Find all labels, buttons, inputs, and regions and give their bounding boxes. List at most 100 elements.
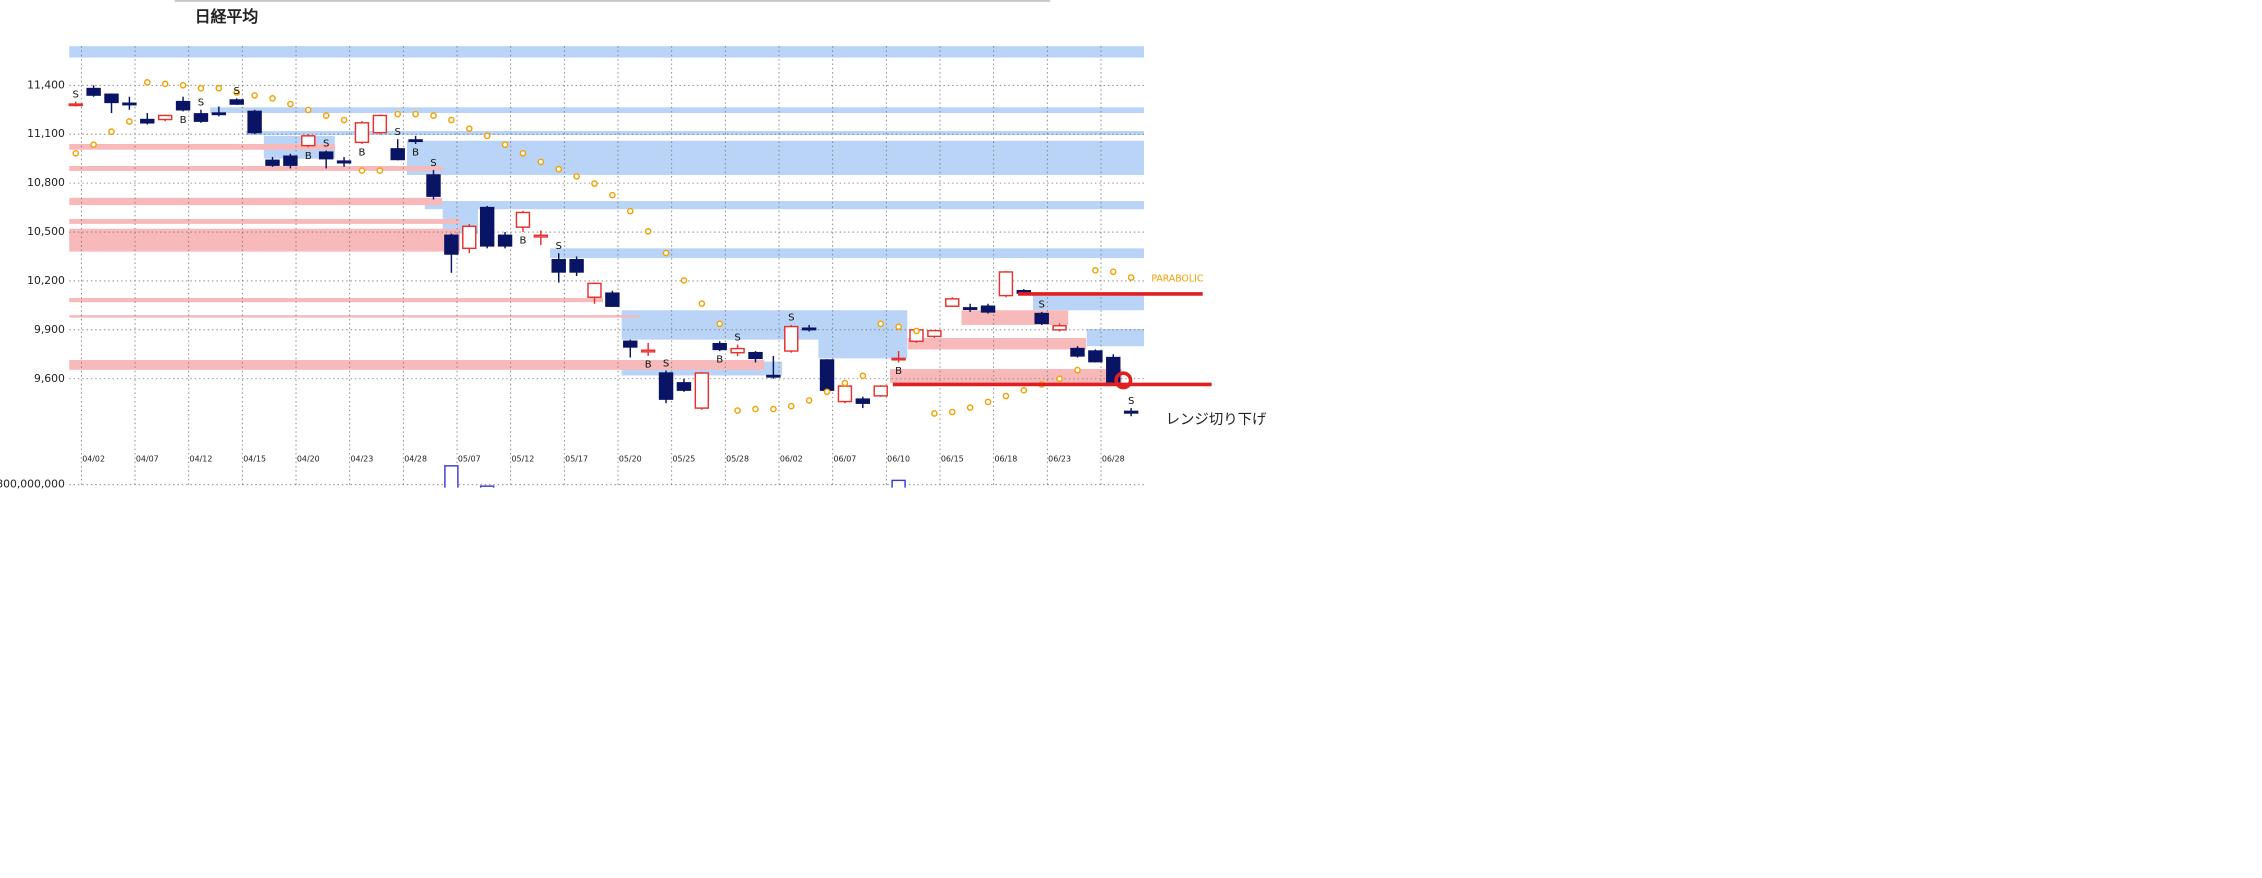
parabolic-dot	[108, 128, 115, 135]
parabolic-dot	[716, 320, 724, 328]
candle-body	[390, 148, 405, 161]
candle-body	[140, 118, 155, 124]
candle-body	[712, 342, 727, 351]
candle-body	[515, 211, 531, 228]
parabolic-dot	[251, 92, 258, 99]
level-band	[1033, 295, 1144, 311]
candle-body	[945, 298, 960, 307]
level-band	[69, 46, 1144, 58]
candle-body	[962, 307, 978, 310]
parabolic-dot	[340, 116, 348, 124]
candle-body	[462, 225, 477, 250]
signal-label: S	[395, 127, 401, 138]
parabolic-dot	[913, 327, 920, 335]
candle-body	[855, 398, 871, 404]
volume-bar	[479, 485, 495, 488]
x-tick-label: 06/15	[941, 454, 964, 463]
x-tick-label: 05/12	[512, 454, 535, 463]
candle-body	[927, 329, 942, 338]
level-band	[69, 360, 765, 370]
level-band	[621, 310, 908, 340]
level-band	[889, 368, 1122, 383]
parabolic-dot	[752, 405, 759, 413]
parabolic-dot	[644, 228, 652, 235]
x-tick-label: 05/07	[458, 454, 481, 463]
signal-label: S	[788, 313, 794, 324]
parabolic-dot	[448, 116, 455, 124]
candle-body	[479, 206, 495, 247]
parabolic-dot	[984, 398, 992, 406]
parabolic-dot	[555, 165, 563, 173]
level-band	[69, 143, 335, 150]
parabolic-dot	[197, 84, 205, 92]
candle-body	[265, 159, 280, 166]
parabolic-dot	[680, 277, 688, 284]
candle-body	[819, 359, 835, 391]
candle-body	[301, 135, 316, 147]
parabolic-dot	[430, 112, 437, 119]
candle-body	[86, 87, 101, 96]
candle-body	[551, 259, 566, 273]
parabolic-dot	[770, 405, 777, 413]
candle-body	[193, 113, 209, 122]
parabolic-dot	[787, 402, 795, 410]
x-tick-label: 04/12	[190, 454, 213, 463]
candle-body	[873, 385, 888, 397]
y-tick-label: 10,500	[27, 225, 65, 238]
parabolic-dot	[126, 118, 133, 125]
parabolic-dot	[662, 249, 670, 257]
signal-label: B	[180, 115, 187, 126]
signal-label: S	[556, 241, 562, 252]
parabolic-dot	[1127, 274, 1135, 281]
volume-bar	[891, 479, 906, 488]
parabolic-dot	[537, 158, 545, 166]
parabolic-dot	[501, 141, 509, 148]
candle-body	[748, 351, 763, 360]
x-tick-label: 06/02	[780, 454, 803, 463]
parabolic-dot	[931, 410, 938, 417]
x-tick-label: 06/18	[995, 454, 1018, 463]
parabolic-dot	[591, 180, 598, 187]
level-band	[69, 298, 604, 303]
candle-body	[640, 349, 656, 353]
candle-body	[175, 100, 191, 111]
level-band	[210, 107, 1144, 114]
x-tick-label: 04/23	[351, 454, 374, 463]
x-tick-label: 05/20	[619, 454, 642, 463]
signal-label: S	[323, 138, 329, 149]
signal-label: S	[430, 158, 436, 169]
parabolic-dot	[573, 173, 580, 180]
signal-label: S	[663, 358, 669, 369]
signal-label: B	[519, 236, 526, 247]
candle-body	[587, 282, 602, 298]
parabolic-dot	[394, 110, 402, 118]
candle-body	[1052, 325, 1067, 331]
signal-label: B	[358, 148, 365, 159]
level-band	[69, 166, 443, 171]
candle-body	[533, 234, 549, 238]
level-band	[69, 218, 461, 224]
level-band	[406, 140, 1144, 175]
candle-body	[247, 110, 262, 134]
parabolic-dot	[215, 84, 223, 92]
candle-body	[730, 347, 745, 354]
parabolic-dot	[519, 149, 527, 157]
parabolic-dot	[1074, 366, 1081, 374]
volume-tick-label: 800,000,000	[0, 478, 65, 491]
candle-body	[801, 327, 817, 331]
x-tick-label: 05/17	[565, 454, 588, 463]
x-tick-label: 04/07	[136, 454, 159, 463]
parabolic-dot	[161, 80, 169, 88]
candle-body	[283, 155, 298, 166]
level-band	[69, 197, 443, 206]
level-band	[424, 201, 1144, 210]
x-tick-label: 04/15	[243, 454, 266, 463]
y-tick-label: 10,800	[27, 176, 65, 189]
annotation-circle	[1114, 371, 1133, 390]
candle-body	[354, 122, 370, 144]
candle-body	[1070, 347, 1085, 357]
x-tick-label: 05/28	[726, 454, 749, 463]
annotation-text: レンジ切り下げ	[1166, 411, 1267, 428]
parabolic-dot	[376, 167, 384, 174]
parabolic-dot	[609, 191, 616, 199]
